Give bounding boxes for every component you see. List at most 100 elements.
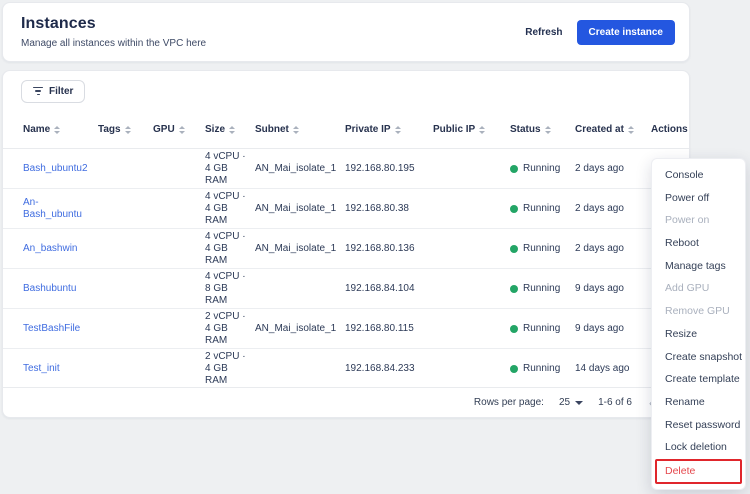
cell-private-ip: 192.168.80.136 — [345, 243, 433, 255]
sort-icon — [479, 126, 485, 134]
row-actions-menu: ConsolePower offPower onRebootManage tag… — [651, 158, 746, 490]
column-label: Name — [23, 124, 50, 135]
status-label: Running — [523, 203, 560, 215]
sort-icon — [179, 126, 185, 134]
cell-size: 2 vCPU · 4 GB RAM — [205, 351, 255, 387]
instance-name-link[interactable]: An-Bash_ubuntu — [23, 197, 92, 221]
column-header-name[interactable]: Name — [23, 124, 98, 135]
column-header-public-ip[interactable]: Public IP — [433, 124, 510, 135]
menu-item-reboot[interactable]: Reboot — [652, 232, 745, 254]
cell-name: Bashubuntu — [23, 283, 98, 295]
status-label: Running — [523, 283, 560, 295]
instance-name-link[interactable]: Bashubuntu — [23, 283, 76, 295]
page-header-text: Instances Manage all instances within th… — [21, 15, 206, 49]
cell-status: Running — [510, 363, 575, 375]
menu-item-lock-deletion[interactable]: Lock deletion — [652, 436, 745, 458]
cell-created-at: 2 days ago — [575, 163, 651, 175]
instance-name-link[interactable]: An_bashwin — [23, 243, 77, 255]
column-header-private-ip[interactable]: Private IP — [345, 124, 433, 135]
sort-icon — [545, 126, 551, 134]
cell-size: 4 vCPU · 8 GB RAM — [205, 271, 255, 307]
menu-item-delete[interactable]: Delete — [655, 459, 742, 484]
instance-name-link[interactable]: Test_init — [23, 363, 60, 375]
cell-status: Running — [510, 203, 575, 215]
status-label: Running — [523, 163, 560, 175]
cell-subnet: AN_Mai_isolate_1 — [255, 243, 345, 255]
column-label: Size — [205, 124, 225, 135]
menu-item-create-template[interactable]: Create template — [652, 368, 745, 390]
status-running-dot-icon — [510, 285, 518, 293]
sort-icon — [125, 126, 131, 134]
menu-item-console[interactable]: Console — [652, 164, 745, 186]
page-title: Instances — [21, 15, 206, 33]
status-running-dot-icon — [510, 325, 518, 333]
cell-name: Test_init — [23, 363, 98, 375]
cell-private-ip: 192.168.80.38 — [345, 203, 433, 215]
column-header-gpu[interactable]: GPU — [153, 124, 205, 135]
column-label: Public IP — [433, 124, 475, 135]
rows-per-page-select[interactable]: 25 — [559, 397, 583, 408]
column-header-status[interactable]: Status — [510, 124, 575, 135]
cell-created-at: 2 days ago — [575, 203, 651, 215]
menu-item-resize[interactable]: Resize — [652, 323, 745, 345]
column-label: Status — [510, 124, 541, 135]
cell-status: Running — [510, 283, 575, 295]
cell-created-at: 9 days ago — [575, 323, 651, 335]
cell-size: 2 vCPU · 4 GB RAM — [205, 311, 255, 347]
menu-item-rename[interactable]: Rename — [652, 391, 745, 413]
table-toolbar: Filter — [3, 71, 689, 111]
header-actions: Refresh Create instance — [525, 20, 675, 45]
create-instance-button[interactable]: Create instance — [577, 20, 675, 45]
menu-item-reset-password[interactable]: Reset password — [652, 414, 745, 436]
table-row: Test_init 2 vCPU · 4 GB RAM 192.168.84.233… — [3, 349, 689, 389]
cell-subnet: AN_Mai_isolate_1 — [255, 163, 345, 175]
rows-per-page-label: Rows per page: — [474, 397, 544, 408]
caret-down-icon — [575, 401, 583, 405]
cell-status: Running — [510, 243, 575, 255]
menu-item-create-snapshot[interactable]: Create snapshot — [652, 346, 745, 368]
column-header-actions: Actions — [651, 124, 693, 135]
filter-button[interactable]: Filter — [21, 80, 85, 103]
column-header-size[interactable]: Size — [205, 124, 255, 135]
status-label: Running — [523, 363, 560, 375]
menu-item-power-off[interactable]: Power off — [652, 187, 745, 209]
column-label: Actions — [651, 124, 688, 135]
pagination-bar: Rows per page: 25 1-6 of 6 ‹ — [3, 387, 689, 417]
cell-size: 4 vCPU · 4 GB RAM — [205, 151, 255, 187]
column-header-tags[interactable]: Tags — [98, 124, 153, 135]
status-label: Running — [523, 323, 560, 335]
menu-item-power-on: Power on — [652, 209, 745, 231]
sort-icon — [628, 126, 634, 134]
cell-size: 4 vCPU · 4 GB RAM — [205, 231, 255, 267]
instance-name-link[interactable]: TestBashFile — [23, 323, 80, 335]
refresh-button[interactable]: Refresh — [525, 27, 562, 38]
table-row: Bashubuntu4 vCPU · 8 GB RAM192.168.84.10… — [3, 269, 689, 309]
instance-name-link[interactable]: Bash_ubuntu2 — [23, 163, 88, 175]
column-label: GPU — [153, 124, 175, 135]
sort-icon — [395, 126, 401, 134]
cell-private-ip: 192.168.80.195 — [345, 163, 433, 175]
column-label: Tags — [98, 124, 121, 135]
cell-created-at: 14 days ago — [575, 363, 651, 375]
filter-button-label: Filter — [49, 86, 73, 97]
column-header-subnet[interactable]: Subnet — [255, 124, 345, 135]
pagination-range: 1-6 of 6 — [598, 397, 632, 408]
cell-private-ip: 192.168.80.115 — [345, 323, 433, 335]
cell-name: Bash_ubuntu2 — [23, 163, 98, 175]
column-label: Created at — [575, 124, 624, 135]
column-label: Private IP — [345, 124, 391, 135]
column-header-created-at[interactable]: Created at — [575, 124, 651, 135]
status-running-dot-icon — [510, 365, 518, 373]
cell-subnet: AN_Mai_isolate_1 — [255, 323, 345, 335]
table-row: Bash_ubuntu2 4 vCPU · 4 GB RAMAN_Mai_isol… — [3, 149, 689, 189]
cell-private-ip: 192.168.84.233 — [345, 363, 433, 375]
sort-icon — [293, 126, 299, 134]
cell-name: An_bashwin — [23, 243, 98, 255]
status-running-dot-icon — [510, 165, 518, 173]
status-running-dot-icon — [510, 205, 518, 213]
sort-icon — [229, 126, 235, 134]
menu-item-add-gpu: Add GPU — [652, 277, 745, 299]
page-subtitle: Manage all instances within the VPC here — [21, 38, 206, 49]
cell-created-at: 2 days ago — [575, 243, 651, 255]
menu-item-manage-tags[interactable]: Manage tags — [652, 255, 745, 277]
